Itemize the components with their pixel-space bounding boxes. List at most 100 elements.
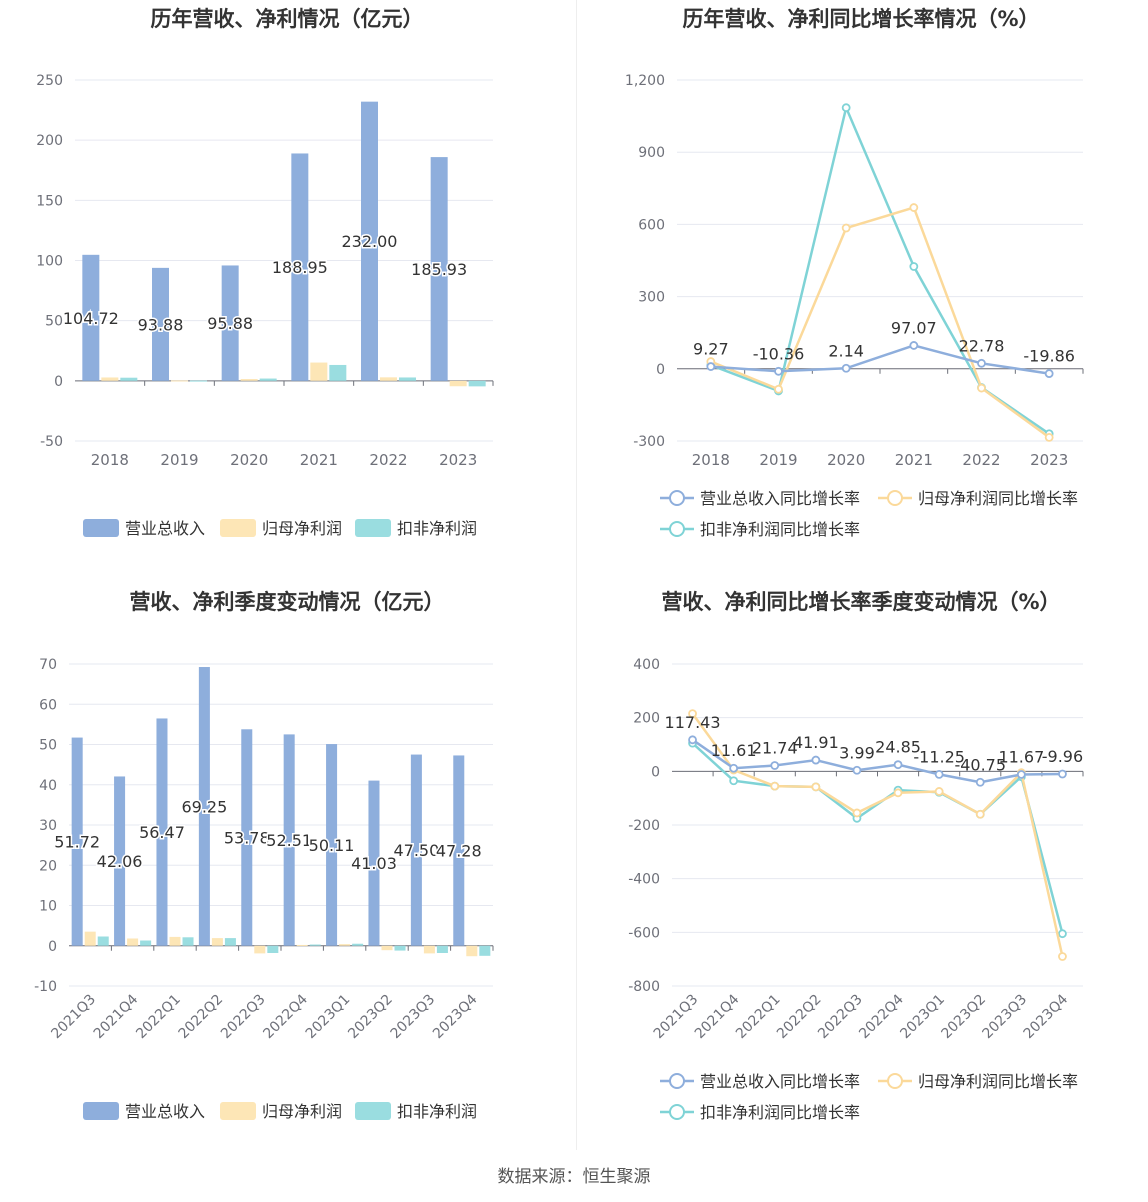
legend-swatch <box>220 519 256 537</box>
x-tick-label: 2020 <box>827 451 865 469</box>
x-tick-label: 2018 <box>692 451 730 469</box>
point-deducted-growth <box>841 103 851 113</box>
y-tick-label: 50 <box>39 738 57 754</box>
x-tick-label: 2021Q3 <box>651 992 702 1043</box>
point-revenue-growth <box>688 735 697 745</box>
bar-revenue <box>241 729 253 946</box>
point-value-label: 117.43 <box>665 713 721 732</box>
x-tick-label: 2023Q1 <box>303 992 354 1043</box>
bar-parent-profit <box>310 362 328 381</box>
x-tick-label: 2022Q4 <box>260 991 311 1042</box>
legend-marker <box>669 521 685 537</box>
bar-deducted-profit <box>140 940 152 946</box>
point-value-label: 2.14 <box>828 341 864 360</box>
legend-marker <box>669 1104 685 1120</box>
y-tick-label: -800 <box>628 979 660 995</box>
point-revenue-growth <box>909 341 919 350</box>
chart-svg: 历年营收、净利情况（亿元） 250 200 150 100 50 0 -50 2018 2019 2… <box>36 7 494 538</box>
y-tick-label: 600 <box>638 217 665 233</box>
bar-parent-profit <box>254 945 266 954</box>
line-parent-growth <box>710 206 1050 439</box>
bar-revenue <box>152 267 169 381</box>
x-tick-label: 2021 <box>895 451 933 469</box>
bar-revenue <box>82 254 100 381</box>
bar-parent-profit <box>127 938 139 946</box>
bar-value-label: 104.72 <box>63 309 119 328</box>
legend-label: 扣非净利润同比增长率 <box>700 520 860 539</box>
x-tick-label: 2022 <box>369 451 407 469</box>
point-revenue-growth <box>934 769 944 779</box>
bar-parent-profit <box>339 944 351 946</box>
y-tick-label: 300 <box>638 290 665 306</box>
y-tick-label: -50 <box>40 434 63 450</box>
chart-title: 历年营收、净利同比增长率情况（%） <box>682 7 1039 31</box>
x-tick-label: 2022Q1 <box>133 992 184 1043</box>
point-parent-growth <box>774 384 783 394</box>
point-parent-growth <box>688 709 697 719</box>
bar-parent-profit <box>381 945 393 951</box>
point-value-label: 11.67 <box>998 747 1044 766</box>
x-tick-label: 2023 <box>439 451 477 469</box>
bar-deducted-profit <box>394 945 406 951</box>
legend-label: 营业总收入同比增长率 <box>700 1072 860 1091</box>
y-tick-label: -10 <box>34 979 57 995</box>
bar-value-label: 53.78 <box>224 829 270 848</box>
y-tick-label: 40 <box>39 778 57 794</box>
legend-swatch <box>83 519 119 537</box>
bar-revenue <box>326 744 338 946</box>
y-tick-label: 0 <box>651 764 660 780</box>
chart-svg: 营收、净利同比增长率季度变动情况（%） 400 200 0 -200 -400 -600 -8… <box>628 590 1084 1122</box>
y-tick-label: 0 <box>54 374 63 390</box>
point-value-label: 3.99 <box>839 743 875 762</box>
legend-label: 归母净利润 <box>262 1102 342 1121</box>
point-parent-growth <box>841 223 851 233</box>
point-parent-growth <box>977 383 986 393</box>
bar-parent-profit <box>169 936 181 946</box>
point-revenue-growth <box>1016 770 1026 779</box>
point-revenue-growth <box>852 765 862 775</box>
bar-deducted-profit <box>352 943 364 946</box>
panel-divider <box>576 0 577 1150</box>
bar-value-label: 42.06 <box>97 852 143 871</box>
bar-deducted-profit <box>309 944 321 946</box>
legend-label: 扣非净利润 <box>397 1102 477 1121</box>
chart-title: 历年营收、净利情况（亿元） <box>151 7 424 31</box>
legend-swatch <box>355 1102 391 1120</box>
y-tick-label: 150 <box>36 193 63 209</box>
point-parent-growth <box>893 788 903 798</box>
annual-amount-chart: 历年营收、净利情况（亿元） 250 200 150 100 50 0 -50 2018 2019 2… <box>0 0 574 580</box>
bar-deducted-profit <box>436 945 448 953</box>
bar-value-label: 188.95 <box>272 258 328 277</box>
x-tick-label: 2022 <box>962 451 1000 469</box>
x-tick-label: 2020 <box>230 451 268 469</box>
bar-revenue <box>114 776 126 946</box>
point-revenue-growth <box>729 763 739 773</box>
bar-deducted-profit <box>468 380 486 387</box>
point-deducted-growth <box>1058 929 1067 939</box>
line-parent-growth <box>691 712 1064 957</box>
y-tick-label: 0 <box>48 939 57 955</box>
x-tick-label: 2023Q3 <box>980 992 1031 1043</box>
y-tick-label: 10 <box>39 899 57 915</box>
legend-swatch <box>355 519 391 537</box>
x-tick-label: 2021Q4 <box>692 991 743 1042</box>
bar-revenue <box>221 265 239 381</box>
bar-deducted-profit <box>224 938 236 946</box>
annual-growth-chart: 历年营收、净利同比增长率情况（%） 1,200 900 600 300 0 -300 2018… <box>574 0 1148 580</box>
bar-revenue <box>410 754 422 946</box>
point-revenue-growth <box>1058 769 1067 779</box>
bar-parent-profit <box>380 377 397 381</box>
point-value-label: 21.74 <box>752 738 798 757</box>
bar-parent-profit <box>466 945 478 957</box>
x-tick-label: 2023 <box>1030 451 1068 469</box>
data-source-note: 数据来源：恒生聚源 <box>497 1167 651 1187</box>
x-tick-label: 2022Q2 <box>176 992 227 1043</box>
bar-parent-profit <box>296 944 308 946</box>
legend-label: 归母净利润 <box>262 519 342 538</box>
legend-label: 营业总收入同比增长率 <box>700 489 860 508</box>
bar-value-label: 41.03 <box>351 854 397 873</box>
y-tick-label: 200 <box>36 133 63 149</box>
x-tick-label: 2022Q4 <box>856 991 907 1042</box>
bar-value-label: 232.00 <box>342 232 398 251</box>
quarterly-amount-chart: 营收、净利季度变动情况（亿元） 70 60 50 40 30 20 10 0 -10 2021Q3 2… <box>0 582 574 1162</box>
